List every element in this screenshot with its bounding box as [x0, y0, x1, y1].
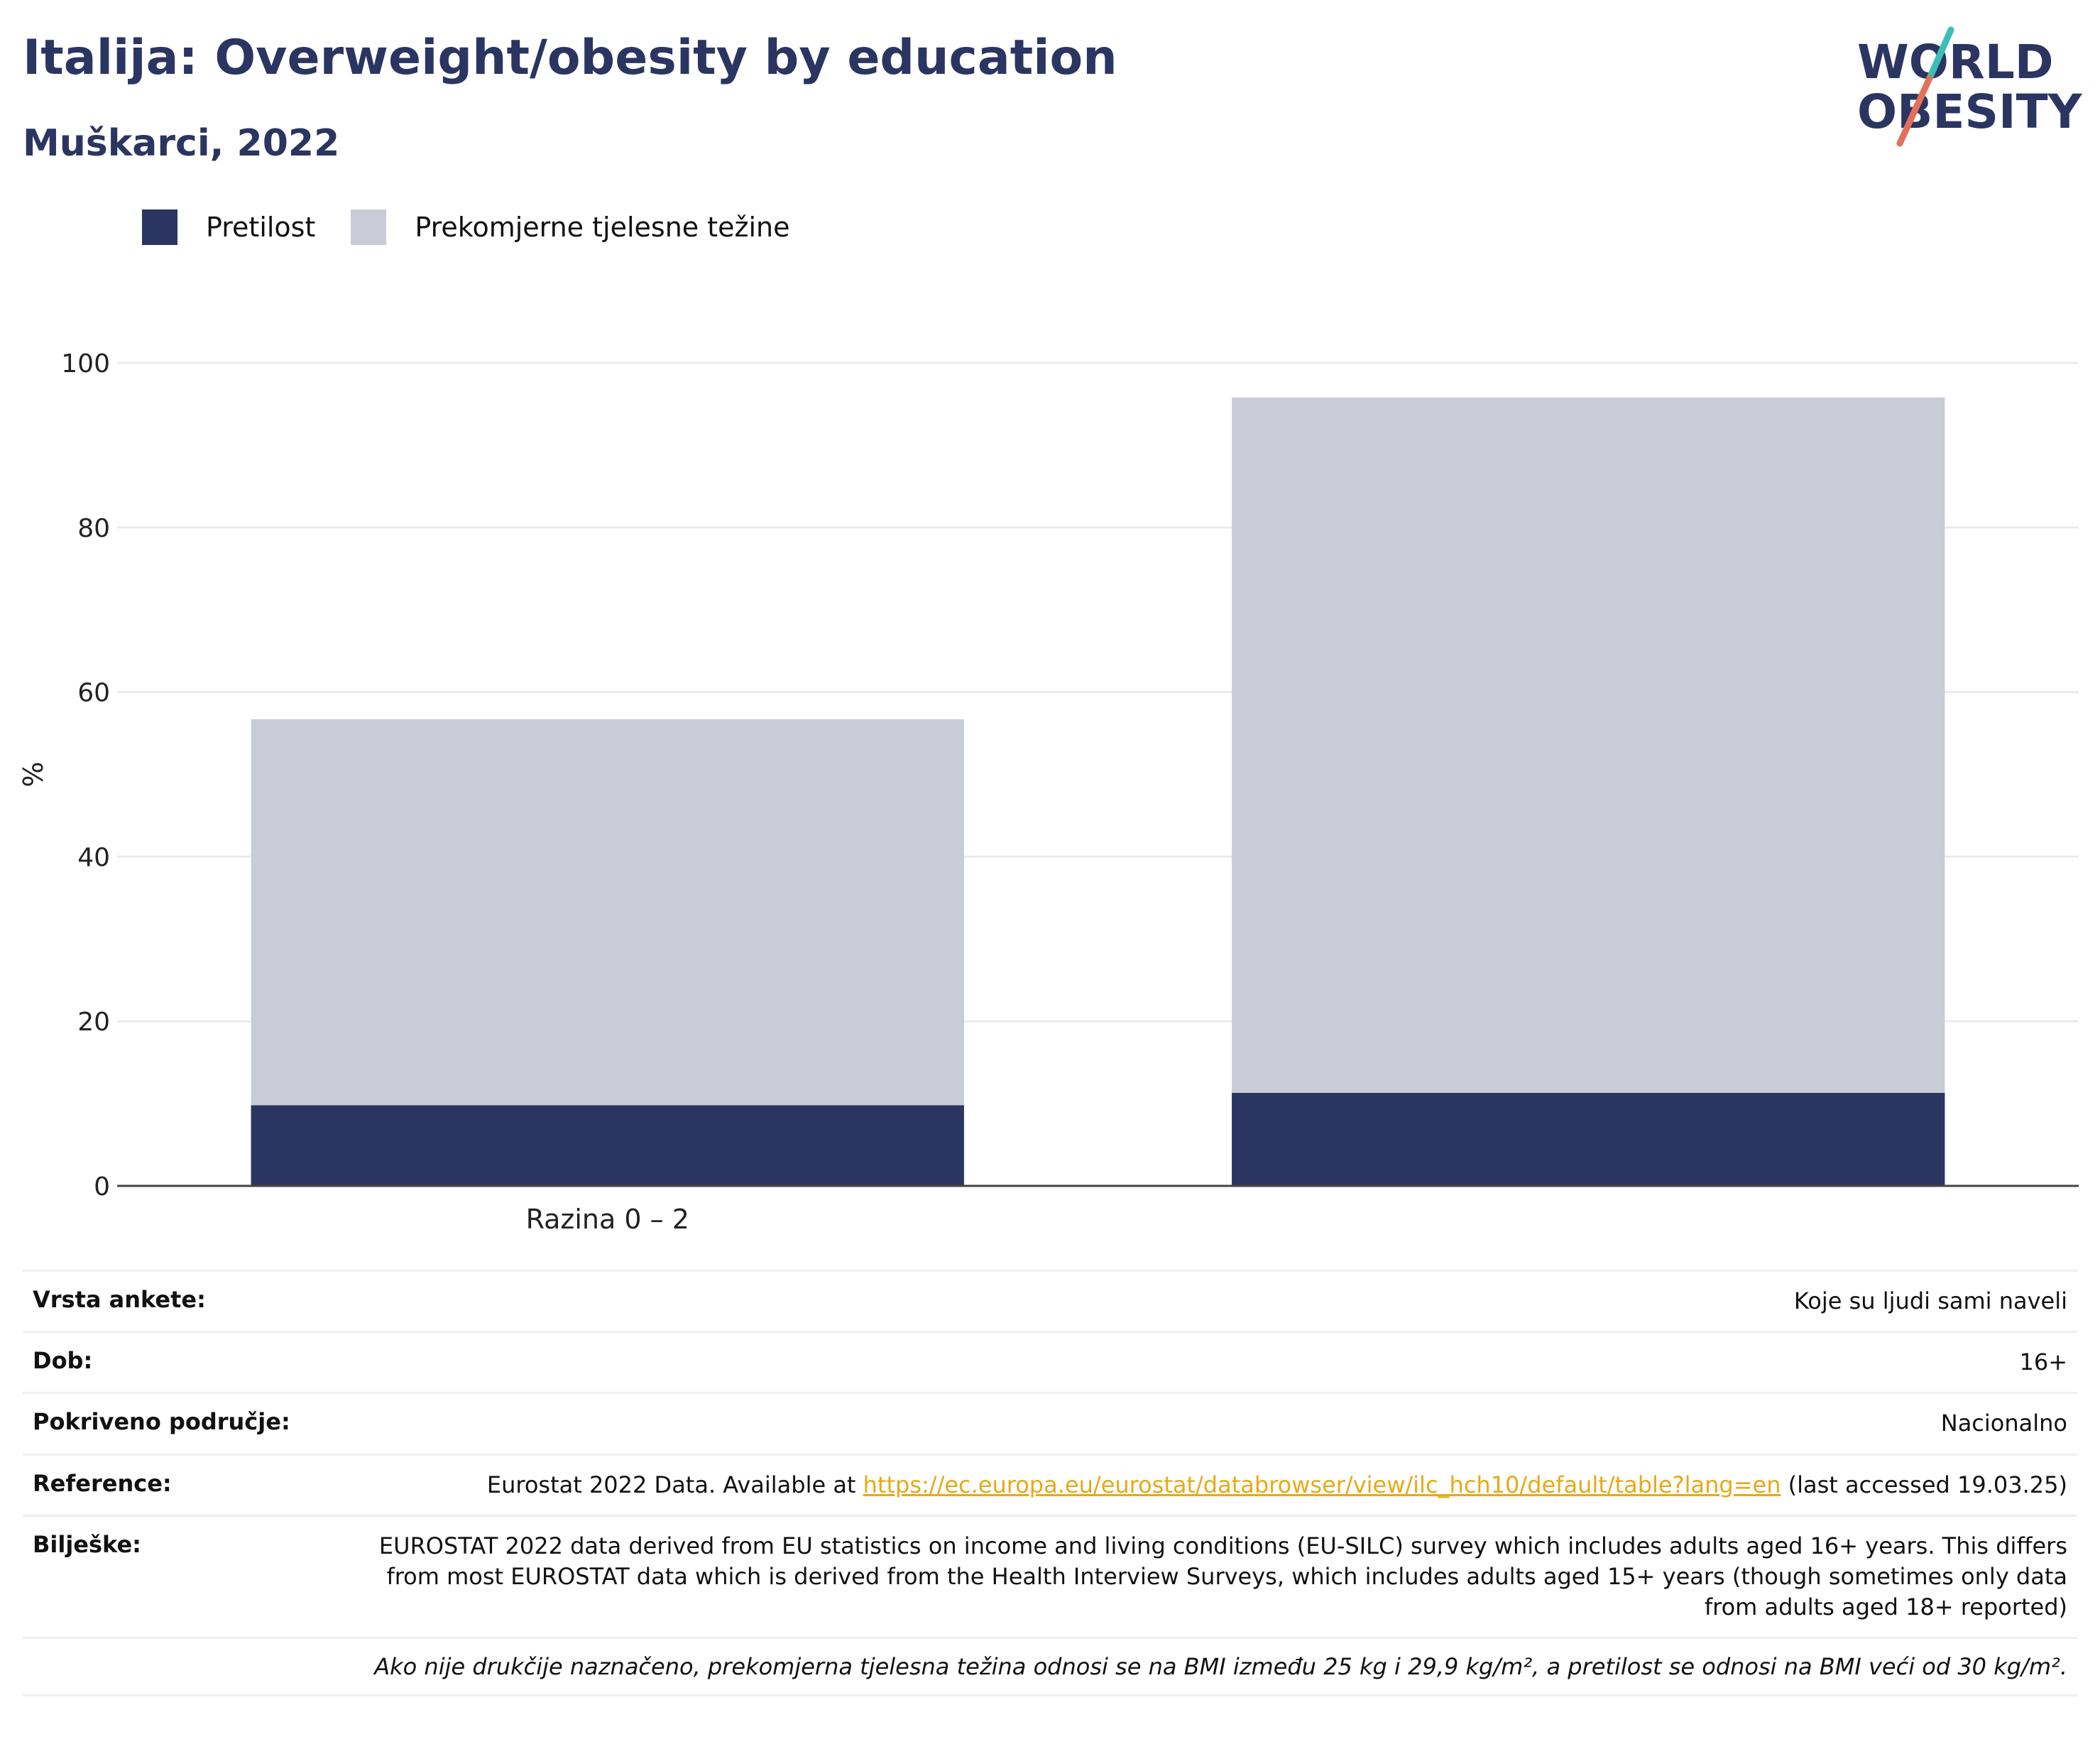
info-row-notes: Bilješke: EUROSTAT 2022 data derived fro…	[23, 1514, 2077, 1638]
chart-subtitle: Muškarci, 2022	[23, 122, 340, 165]
info-key: Dob:	[23, 1331, 341, 1393]
info-row-age: Dob: 16+	[23, 1331, 2077, 1393]
y-tick-label: 0	[94, 1172, 110, 1202]
y-tick-label: 60	[77, 679, 110, 708]
bar-segment-prekomjerne	[251, 719, 964, 1106]
info-value: 16+	[341, 1331, 2077, 1393]
stacked-bar-chart: 0 20 40 60 80 100% Razina 0 – 2	[18, 349, 2079, 1235]
y-tick-label: 80	[77, 514, 110, 543]
legend-label-prekomjerne: Prekomjerne tjelesne težine	[415, 212, 790, 243]
logo-slash-coral	[1896, 75, 1933, 147]
chart-title: Italija: Overweight/obesity by education	[23, 30, 1117, 86]
info-key: Vrsta ankete:	[23, 1269, 341, 1332]
info-row-reference: Reference: Eurostat 2022 Data. Available…	[23, 1453, 2077, 1516]
y-axis-label: %	[18, 761, 49, 787]
logo-slash-teal	[1926, 26, 1954, 82]
bar-segment-prekomjerne	[1232, 397, 1945, 1094]
info-key: Bilješke:	[23, 1514, 341, 1638]
notes-value: EUROSTAT 2022 data derived from EU stati…	[341, 1514, 2077, 1638]
footnote: Ako nije drukčije naznačeno, prekomjerna…	[23, 1637, 2077, 1697]
info-key: Reference:	[23, 1453, 341, 1516]
y-tick-label: 100	[61, 349, 110, 378]
y-tick-label: 20	[77, 1008, 110, 1037]
info-row-footnote: Ako nije drukčije naznačeno, prekomjerna…	[23, 1637, 2077, 1697]
info-table: Vrsta ankete: Koje su ljudi sami naveli …	[23, 1269, 2077, 1697]
reference-value: Eurostat 2022 Data. Available at https:/…	[341, 1453, 2077, 1516]
info-value: Koje su ljudi sami naveli	[341, 1269, 2077, 1332]
reference-accessed: (last accessed 19.03.25)	[1781, 1471, 2067, 1498]
info-row-coverage: Pokriveno područje: Nacionalno	[23, 1392, 2077, 1455]
reference-link[interactable]: https://ec.europa.eu/eurostat/databrowse…	[863, 1471, 1781, 1498]
legend-label-pretilost: Pretilost	[206, 212, 316, 243]
legend-item-prekomjerne[interactable]: Prekomjerne tjelesne težine	[351, 209, 790, 245]
logo-line2: OBESITY	[1857, 85, 2083, 139]
chart-legend: Pretilost Prekomjerne tjelesne težine	[142, 209, 826, 245]
legend-swatch-prekomjerne	[351, 209, 387, 245]
info-value: Nacionalno	[341, 1392, 2077, 1455]
info-row-survey-type: Vrsta ankete: Koje su ljudi sami naveli	[23, 1269, 2077, 1332]
reference-text: Eurostat 2022 Data. Available at	[486, 1471, 863, 1498]
bar-segment-pretilost	[1232, 1093, 1945, 1186]
bar-segment-pretilost	[251, 1105, 964, 1186]
legend-item-pretilost[interactable]: Pretilost	[142, 209, 315, 245]
logo-line1: WORLD	[1857, 35, 2054, 89]
legend-swatch-pretilost	[142, 209, 177, 245]
info-key: Pokriveno područje:	[23, 1392, 341, 1455]
x-tick-label: Razina 0 – 2	[526, 1204, 689, 1235]
y-tick-label: 40	[77, 843, 110, 872]
world-obesity-logo: WORLD OBESITY	[1857, 26, 2083, 147]
